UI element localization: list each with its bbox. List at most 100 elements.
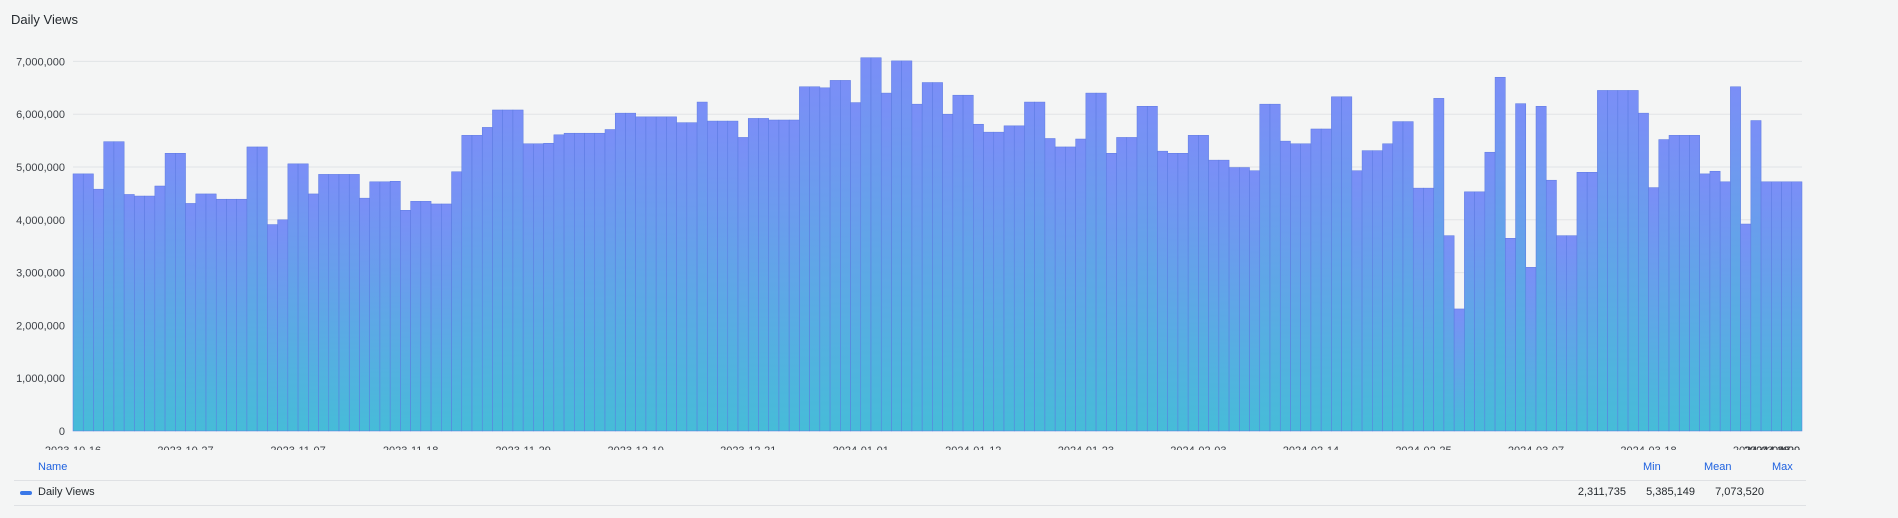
bar[interactable]	[1678, 135, 1690, 432]
bar[interactable]	[471, 135, 483, 432]
bar[interactable]	[1208, 159, 1220, 432]
bar[interactable]	[553, 134, 565, 432]
bar[interactable]	[1392, 121, 1404, 432]
bar[interactable]	[1320, 128, 1332, 432]
bar[interactable]	[461, 135, 473, 432]
bar[interactable]	[942, 113, 954, 432]
bar[interactable]	[1515, 103, 1527, 432]
bar[interactable]	[962, 94, 974, 432]
bar[interactable]	[973, 123, 984, 432]
bar[interactable]	[655, 116, 667, 432]
bar[interactable]	[533, 143, 544, 432]
bar[interactable]	[338, 174, 350, 432]
bar[interactable]	[308, 193, 319, 432]
bar[interactable]	[870, 57, 882, 432]
bar[interactable]	[788, 119, 800, 432]
bar[interactable]	[932, 82, 943, 432]
bar[interactable]	[369, 181, 381, 432]
bar[interactable]	[1136, 106, 1148, 432]
bar[interactable]	[952, 94, 964, 432]
bar[interactable]	[205, 193, 217, 432]
bar[interactable]	[799, 86, 810, 432]
bar[interactable]	[635, 116, 647, 432]
bar[interactable]	[758, 118, 769, 432]
bar[interactable]	[1791, 181, 1803, 432]
bar[interactable]	[686, 122, 698, 432]
bar[interactable]	[1719, 181, 1731, 432]
bar[interactable]	[727, 120, 739, 432]
bar[interactable]	[82, 173, 94, 432]
bar[interactable]	[696, 101, 708, 432]
bar[interactable]	[1300, 143, 1312, 432]
bar[interactable]	[451, 171, 463, 432]
bar[interactable]	[113, 141, 125, 432]
bar[interactable]	[267, 224, 278, 432]
bar[interactable]	[891, 60, 902, 432]
bar[interactable]	[1648, 187, 1660, 432]
bar[interactable]	[1699, 173, 1711, 432]
bar[interactable]	[481, 127, 493, 432]
bar[interactable]	[123, 194, 135, 432]
legend-header-mean[interactable]: Mean	[1704, 461, 1732, 473]
bar[interactable]	[410, 201, 422, 432]
bar[interactable]	[1586, 172, 1598, 432]
bar[interactable]	[1146, 106, 1158, 432]
bar[interactable]	[1003, 125, 1015, 432]
bar[interactable]	[584, 132, 596, 432]
bar[interactable]	[1740, 223, 1752, 432]
bar[interactable]	[768, 119, 780, 432]
bar[interactable]	[1187, 135, 1199, 432]
bar[interactable]	[93, 188, 104, 432]
bar[interactable]	[829, 80, 841, 432]
bar[interactable]	[1013, 125, 1025, 432]
bar[interactable]	[1566, 235, 1578, 432]
bar[interactable]	[993, 131, 1005, 432]
bar[interactable]	[1638, 112, 1649, 432]
bar[interactable]	[1525, 267, 1537, 432]
bar[interactable]	[778, 119, 790, 432]
bar[interactable]	[1607, 90, 1619, 432]
bar[interactable]	[1239, 167, 1250, 432]
bar[interactable]	[522, 143, 534, 432]
bar[interactable]	[1771, 181, 1782, 432]
bar[interactable]	[614, 112, 626, 432]
bar[interactable]	[809, 86, 821, 432]
bar[interactable]	[1433, 98, 1445, 432]
bar[interactable]	[389, 181, 401, 432]
bar[interactable]	[359, 197, 370, 432]
bar[interactable]	[287, 163, 299, 432]
bar[interactable]	[574, 132, 585, 432]
bar[interactable]	[1044, 138, 1056, 432]
bar[interactable]	[860, 57, 872, 432]
bar[interactable]	[1126, 137, 1138, 432]
bar[interactable]	[1545, 179, 1557, 432]
bar[interactable]	[256, 146, 268, 432]
bar[interactable]	[1085, 92, 1097, 432]
bar[interactable]	[103, 141, 115, 432]
bar[interactable]	[512, 109, 524, 432]
bar[interactable]	[502, 109, 514, 432]
bar[interactable]	[1341, 96, 1353, 432]
bar[interactable]	[441, 203, 452, 432]
bar[interactable]	[1095, 92, 1107, 432]
bar[interactable]	[1617, 90, 1629, 432]
bar[interactable]	[1423, 187, 1434, 432]
bar[interactable]	[1453, 308, 1465, 432]
bar[interactable]	[430, 203, 442, 432]
bar[interactable]	[164, 153, 176, 432]
bar[interactable]	[1372, 150, 1383, 432]
bar[interactable]	[1668, 135, 1680, 432]
bar[interactable]	[1760, 181, 1772, 432]
bar[interactable]	[1576, 172, 1588, 432]
bar[interactable]	[645, 116, 657, 432]
bar[interactable]	[1106, 153, 1117, 432]
bar[interactable]	[1658, 139, 1670, 432]
bar[interactable]	[379, 181, 391, 432]
bar[interactable]	[1505, 238, 1516, 432]
bar[interactable]	[625, 112, 636, 432]
bar[interactable]	[1065, 146, 1076, 432]
bar[interactable]	[737, 137, 749, 432]
bar[interactable]	[236, 198, 248, 432]
bar[interactable]	[1535, 106, 1547, 432]
bar[interactable]	[154, 185, 166, 432]
